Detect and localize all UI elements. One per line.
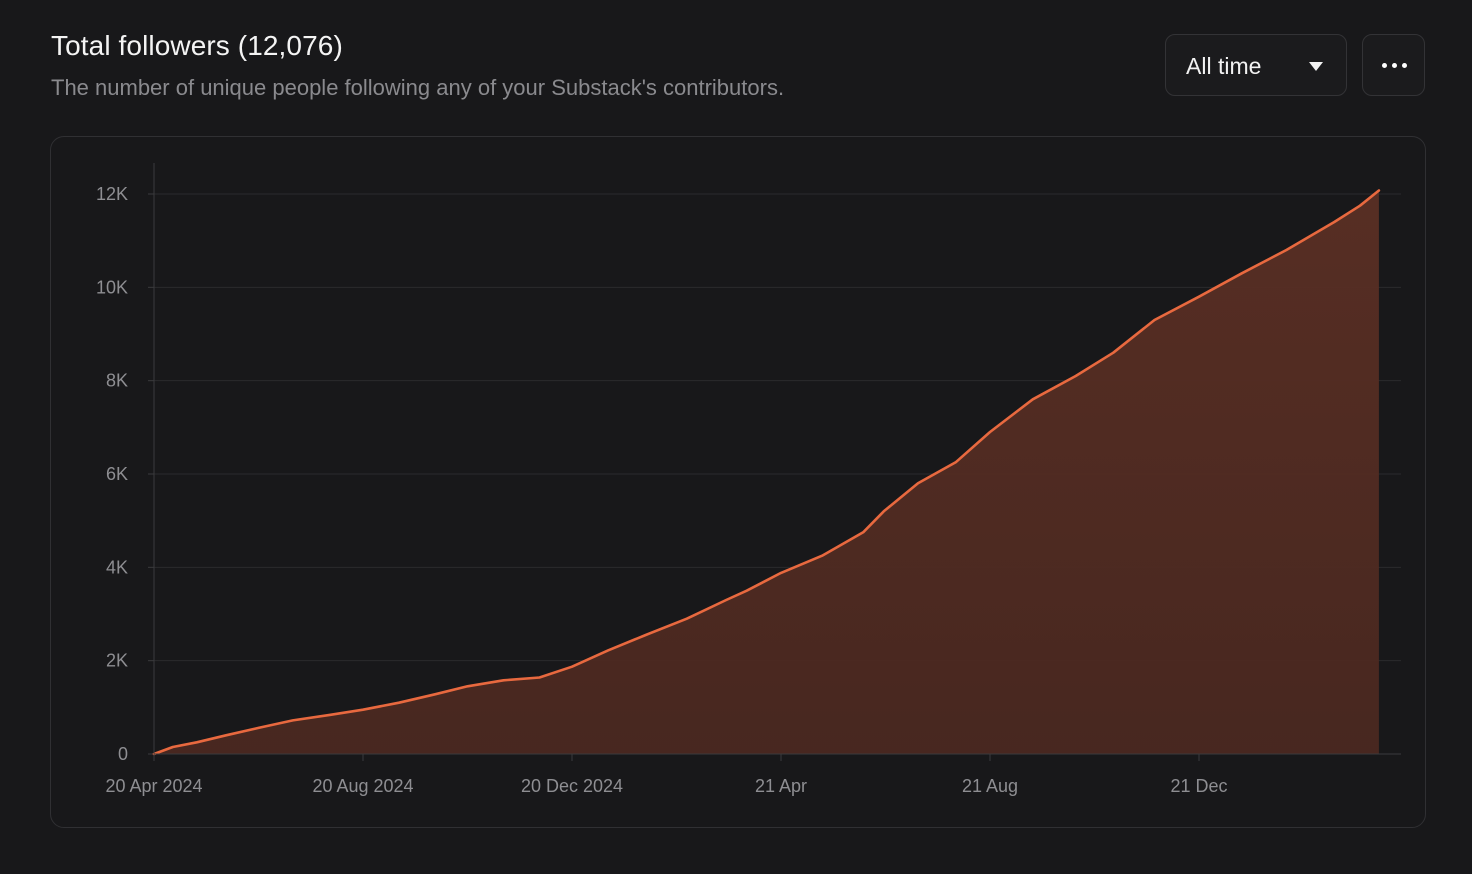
x-tick-labels: 20 Apr 2024 20 Aug 2024 20 Dec 2024 21 Apr 2… — [105, 776, 1227, 796]
x-tick-label: 21 Apr — [755, 776, 807, 796]
y-tick-label: 6K — [106, 464, 128, 484]
time-range-dropdown[interactable]: All time — [1165, 34, 1347, 96]
chart-card: 0 2K 4K 6K 8K 10K 12K 20 Apr 2024 20 Aug 2024 20… — [50, 136, 1426, 828]
y-tick-label: 2K — [106, 651, 128, 671]
y-tick-label: 4K — [106, 557, 128, 577]
x-tick-label: 20 Apr 2024 — [105, 776, 202, 796]
x-tick-label: 20 Aug 2024 — [312, 776, 413, 796]
area-fill-path — [154, 190, 1379, 754]
more-horizontal-icon — [1382, 63, 1407, 69]
time-range-label: All time — [1186, 53, 1262, 79]
y-tick-label: 8K — [106, 371, 128, 391]
page-title: Total followers (12,076) — [51, 30, 343, 61]
more-options-button[interactable] — [1362, 34, 1425, 96]
x-tick-label: 21 Aug — [962, 776, 1018, 796]
y-tick-label: 10K — [96, 277, 128, 297]
y-tick-label: 0 — [118, 744, 128, 764]
followers-line — [152, 189, 1381, 756]
axes — [153, 163, 1401, 761]
page-subtitle: The number of unique people following an… — [51, 75, 785, 100]
line-series — [152, 189, 1381, 756]
y-tick-label: 12K — [96, 184, 128, 204]
area-fill — [154, 190, 1379, 754]
y-tick-labels: 0 2K 4K 6K 8K 10K 12K — [96, 184, 128, 764]
x-tick-label: 20 Dec 2024 — [521, 776, 623, 796]
caret-down-icon — [1309, 62, 1323, 71]
x-tick-label: 21 Dec — [1170, 776, 1227, 796]
